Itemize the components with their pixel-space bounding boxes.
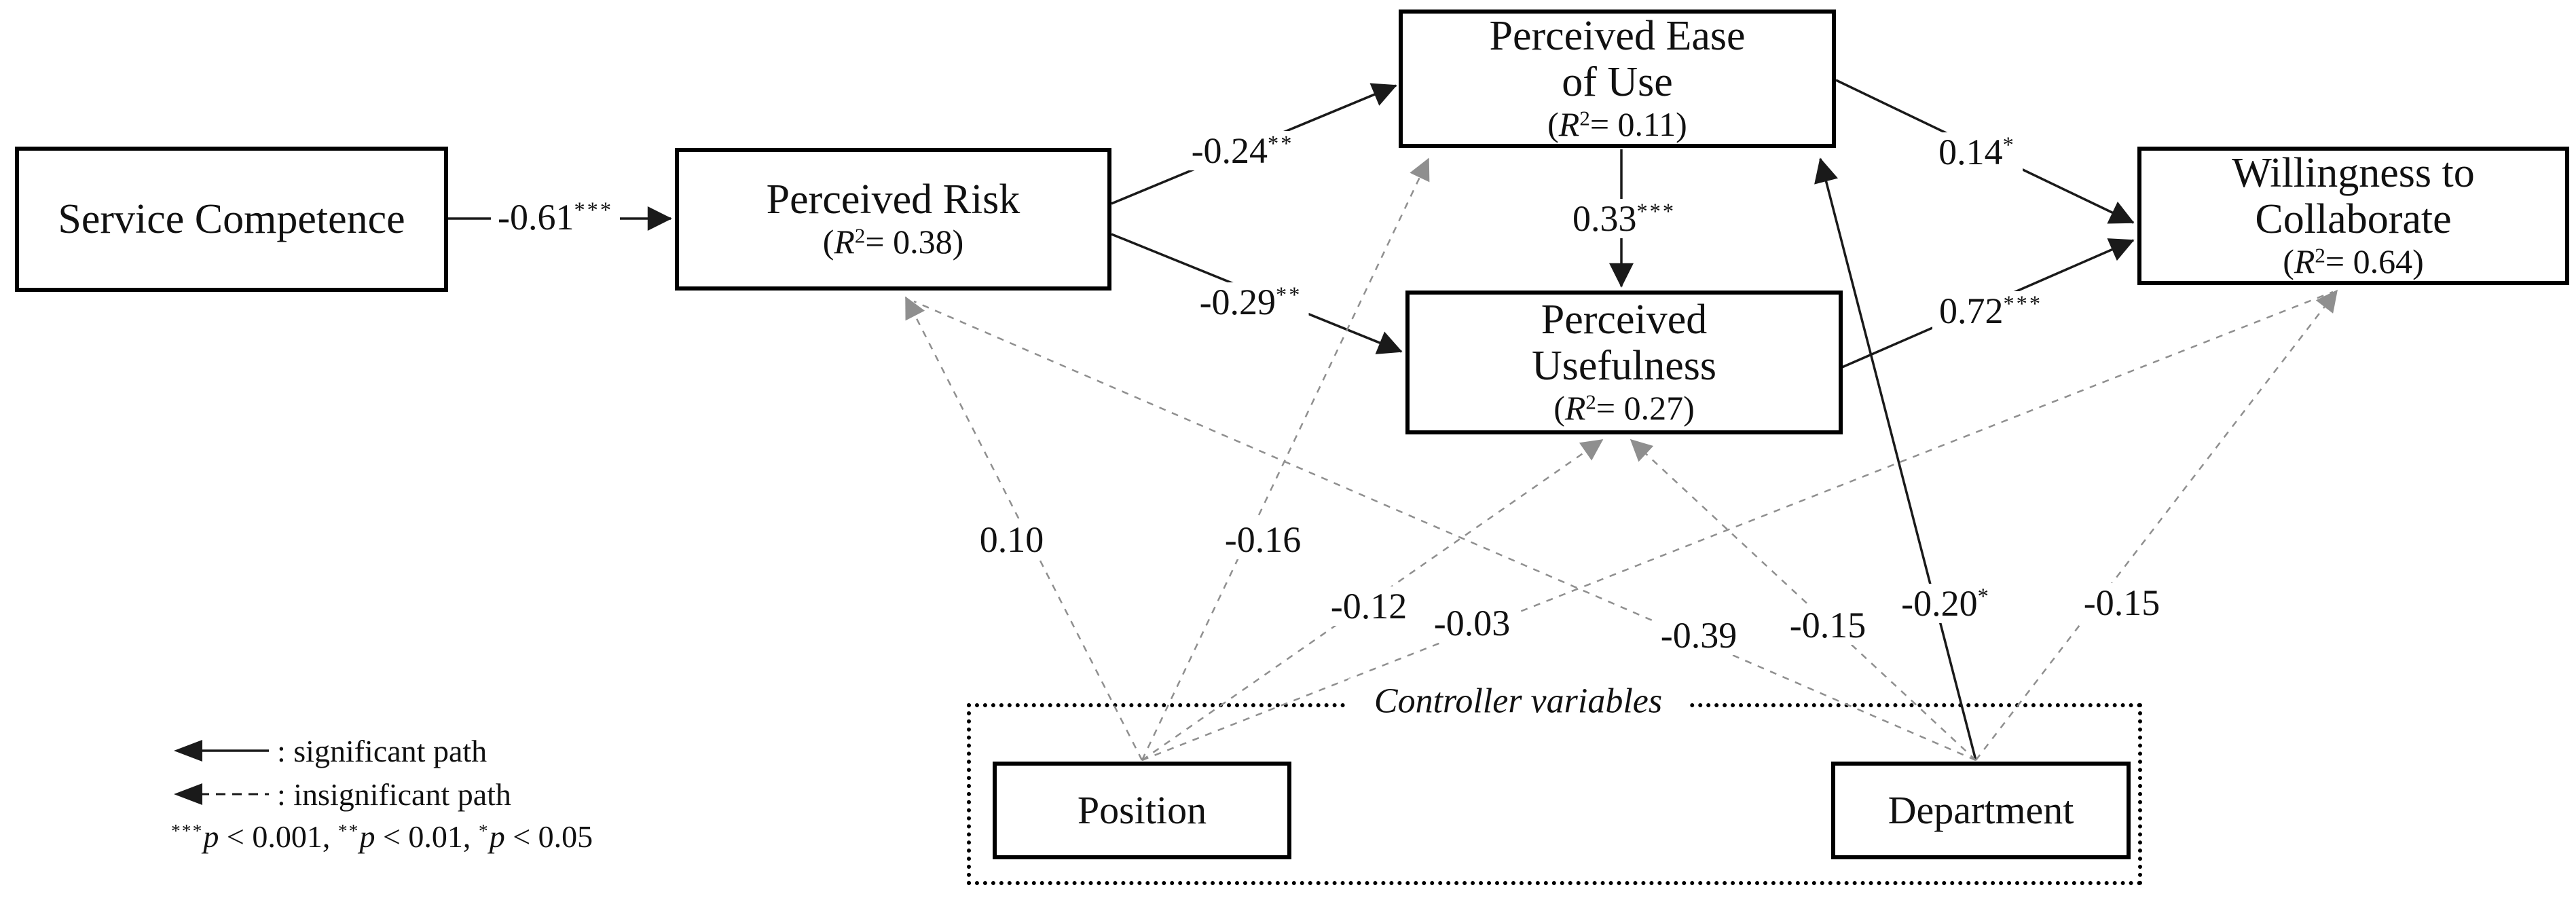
path-department-to-perceived-risk <box>913 300 1976 762</box>
path-position-to-willingness <box>1141 291 2334 762</box>
coef-department-perceived-risk: -0.39 <box>1653 616 1744 655</box>
node-label: Willingness to <box>2232 150 2475 197</box>
legend-significant-row: : significant path <box>171 729 593 772</box>
node-label: Perceived <box>1541 297 1708 343</box>
coef-department-willingness: -0.15 <box>2076 583 2167 622</box>
coef-perceived-risk-usefulness: -0.29** <box>1192 282 1309 322</box>
node-label: Collaborate <box>2255 196 2452 243</box>
r-squared-value: (R2= 0.38) <box>822 223 964 261</box>
coef-usefulness-willingness: 0.72*** <box>1932 291 2050 331</box>
node-label: Position <box>1077 788 1207 833</box>
node-label: Perceived Ease <box>1489 13 1746 60</box>
node-position: Position <box>993 762 1291 859</box>
node-label: Department <box>1888 788 2074 833</box>
node-label: of Use <box>1562 59 1673 106</box>
node-label: Service Competence <box>58 195 405 242</box>
legend: : significant path : insignificant path … <box>171 729 593 855</box>
legend-insignificant-row: : insignificant path <box>171 772 593 816</box>
node-label: Perceived Risk <box>766 176 1020 223</box>
coef-position-usefulness: -0.12 <box>1323 586 1414 626</box>
node-perceived-usefulness: Perceived Usefulness (R2= 0.27) <box>1405 291 1843 434</box>
path-department-to-ease-of-use <box>1814 157 1977 761</box>
coef-service-competence-perceived-risk: -0.61*** <box>490 198 621 237</box>
legend-p-value-note: ***p < 0.001, **p < 0.01, *p < 0.05 <box>171 819 593 854</box>
coef-position-ease-of-use: -0.16 <box>1217 520 1308 559</box>
coef-position-willingness: -0.03 <box>1427 603 1517 643</box>
coef-department-usefulness: -0.15 <box>1782 605 1873 645</box>
r-squared-value: (R2= 0.27) <box>1553 389 1695 428</box>
node-label: Usefulness <box>1531 343 1717 390</box>
coef-ease-of-use-willingness: 0.14* <box>1932 132 2023 172</box>
controller-variables-caption: Controller variables <box>1348 678 1689 724</box>
node-perceived-ease-of-use: Perceived Ease of Use (R2= 0.11) <box>1399 10 1836 148</box>
path-position-to-usefulness <box>1141 438 1604 762</box>
path-position-to-ease-of-use <box>1141 157 1430 761</box>
dashed-left-arrow-icon <box>174 783 269 805</box>
coef-position-perceived-risk: 0.10 <box>972 520 1051 559</box>
solid-left-arrow-icon <box>174 740 269 762</box>
coef-ease-of-use-usefulness: 0.33*** <box>1565 199 1683 238</box>
legend-insignificant-label: : insignificant path <box>277 777 511 812</box>
node-service-competence: Service Competence <box>15 147 448 292</box>
path-department-to-willingness <box>1975 289 2338 761</box>
r-squared-value: (R2= 0.11) <box>1547 105 1687 144</box>
node-perceived-risk: Perceived Risk (R2= 0.38) <box>675 148 1111 291</box>
path-department-to-usefulness <box>1630 438 1976 761</box>
r-squared-value: (R2= 0.64) <box>2283 242 2424 281</box>
legend-significant-label: : significant path <box>277 733 487 768</box>
node-department: Department <box>1831 762 2131 859</box>
coef-perceived-risk-ease-of-use: -0.24** <box>1184 131 1301 170</box>
node-willingness-to-collaborate: Willingness to Collaborate (R2= 0.64) <box>2137 147 2569 285</box>
coef-department-ease-of-use: -0.20* <box>1894 584 1998 623</box>
